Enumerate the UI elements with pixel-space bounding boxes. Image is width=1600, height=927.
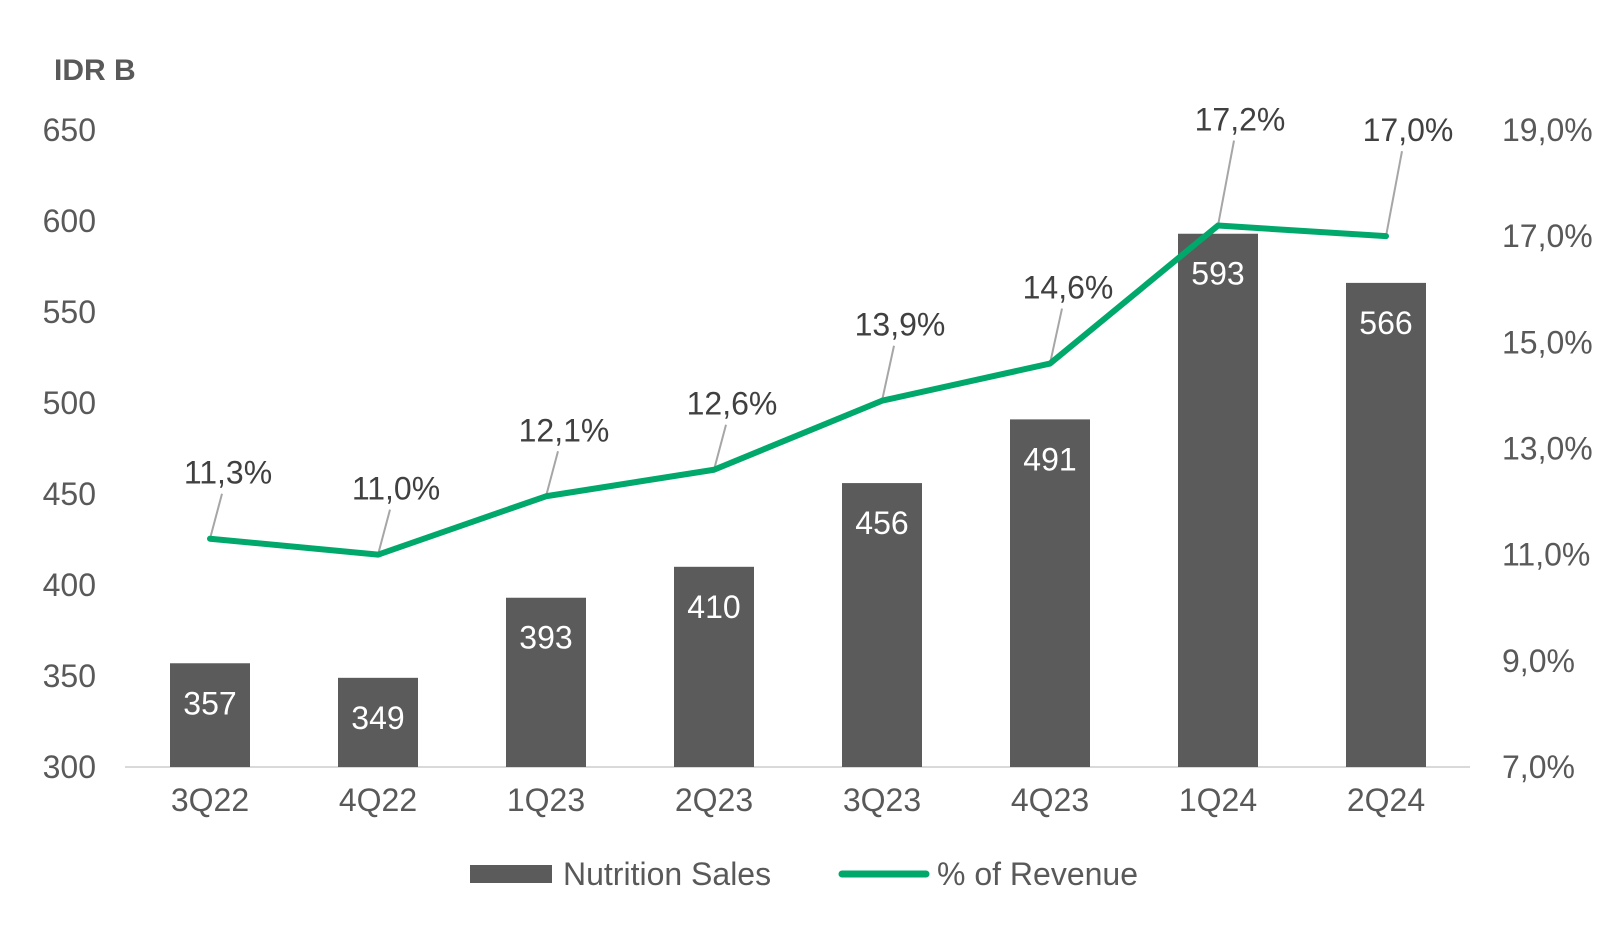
left-tick-label: 500 (43, 385, 96, 421)
revenue-share-label: 11,3% (184, 455, 272, 491)
bar (1346, 282, 1426, 767)
category-label: 2Q24 (1347, 782, 1425, 818)
legend-label-nutrition-sales: Nutrition Sales (563, 856, 771, 892)
bar (1010, 419, 1090, 767)
category-label: 3Q23 (843, 782, 921, 818)
leader-line (1217, 140, 1235, 226)
right-tick-label: 17,0% (1502, 218, 1593, 254)
bar (338, 677, 418, 767)
leader-line (713, 424, 727, 470)
bar (842, 483, 922, 767)
right-tick-label: 19,0% (1502, 112, 1593, 148)
leader-line (209, 493, 223, 539)
left-tick-label: 400 (43, 567, 96, 603)
category-label: 4Q23 (1011, 782, 1089, 818)
revenue-share-label: 13,9% (855, 307, 946, 343)
left-tick-label: 300 (43, 749, 96, 785)
bar (674, 566, 754, 767)
category-label: 1Q24 (1179, 782, 1257, 818)
bar-series (170, 233, 1426, 768)
bar-value-label: 393 (519, 620, 572, 656)
leader-line (545, 451, 559, 497)
revenue-share-labels: 11,3% 11,0% 12,1% 12,6% 13,9% 14,6% 17,2% 17,0% (184, 102, 1454, 507)
right-tick-label: 11,0% (1502, 537, 1590, 573)
revenue-share-label: 17,0% (1363, 112, 1454, 148)
leader-line (1049, 308, 1063, 364)
left-tick-label: 600 (43, 203, 96, 239)
revenue-share-label: 14,6% (1023, 270, 1114, 306)
bar-value-label: 410 (687, 589, 740, 625)
bar (1178, 233, 1258, 768)
bar-value-label: 593 (1191, 256, 1244, 292)
revenue-share-label: 11,0% (352, 471, 440, 507)
revenue-share-label: 17,2% (1195, 102, 1286, 138)
revenue-share-label: 12,1% (519, 412, 610, 448)
left-tick-label: 550 (43, 294, 96, 330)
leader-line (881, 345, 895, 401)
bar-value-label: 349 (351, 700, 404, 736)
left-axis-ticks: 300 350 400 450 500 550 600 650 (43, 112, 96, 785)
category-label: 3Q22 (171, 782, 249, 818)
leader-line (1385, 150, 1403, 237)
left-tick-label: 450 (43, 476, 96, 512)
revenue-share-label: 12,6% (687, 386, 778, 422)
legend-label-revenue-share: % of Revenue (937, 856, 1138, 892)
leader-lines (209, 140, 1403, 555)
left-tick-label: 650 (43, 112, 96, 148)
bar (170, 663, 250, 767)
bar (506, 597, 586, 767)
right-tick-label: 15,0% (1502, 324, 1593, 360)
unit-label: IDR B (54, 54, 136, 87)
bar-value-label: 491 (1023, 441, 1076, 477)
right-tick-label: 7,0% (1502, 749, 1575, 785)
right-axis-ticks: 7,0% 9,0% 11,0% 13,0% 15,0% 17,0% 19,0% (1502, 112, 1593, 785)
bar-value-label: 357 (183, 685, 236, 721)
category-label: 1Q23 (507, 782, 585, 818)
legend: Nutrition Sales % of Revenue (470, 856, 1138, 892)
revenue-share-line (207, 222, 1389, 558)
bar-value-label: 456 (855, 505, 908, 541)
left-tick-label: 350 (43, 658, 96, 694)
right-tick-label: 9,0% (1502, 643, 1575, 679)
category-labels: 3Q22 4Q22 1Q23 2Q23 3Q23 4Q23 1Q24 2Q24 (171, 782, 1425, 818)
bar-value-labels: 357 349 393 410 456 491 593 566 (183, 256, 1412, 736)
category-label: 4Q22 (339, 782, 417, 818)
bar-value-label: 566 (1359, 305, 1412, 341)
category-label: 2Q23 (675, 782, 753, 818)
legend-swatch-nutrition-sales (470, 865, 552, 883)
right-tick-label: 13,0% (1502, 431, 1593, 467)
leader-line (377, 509, 391, 555)
